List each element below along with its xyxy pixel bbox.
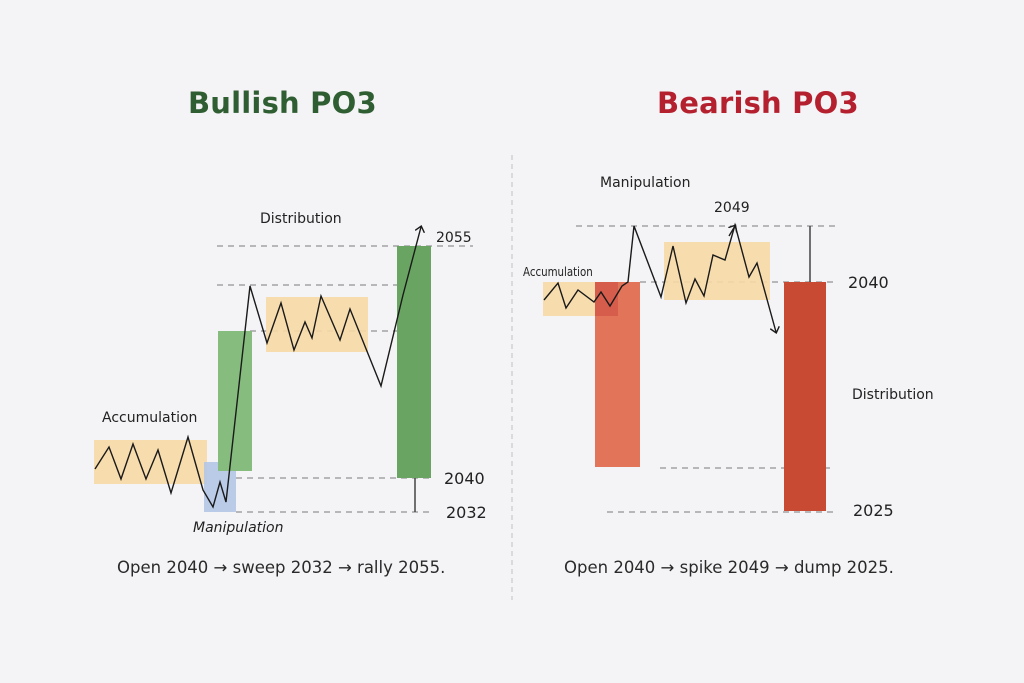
manipulation-zone <box>664 242 770 300</box>
bull-candle-1 <box>218 331 252 471</box>
bear-manipulation-label: Manipulation <box>600 175 690 191</box>
bear-candle-2 <box>784 282 826 511</box>
bearish-panel: Manipulation 2049 Accumulation 2040 Dist… <box>523 175 934 520</box>
bear-level-2049: 2049 <box>714 200 750 216</box>
consolidation-zone <box>266 297 368 352</box>
bull-manipulation-label: Manipulation <box>193 520 283 536</box>
bear-spike-arrow <box>729 226 735 237</box>
bull-level-2032: 2032 <box>446 503 487 522</box>
bear-level-2025: 2025 <box>853 501 894 520</box>
bull-level-2055: 2055 <box>436 230 472 246</box>
bear-level-2040: 2040 <box>848 273 889 292</box>
bull-candle-2 <box>397 246 431 478</box>
bullish-caption: Open 2040 → sweep 2032 → rally 2055. <box>117 558 446 577</box>
bear-accumulation-label: Accumulation <box>523 264 593 279</box>
bull-accumulation-label: Accumulation <box>102 410 197 426</box>
bear-price-path <box>543 222 776 332</box>
bearish-title: Bearish PO3 <box>657 86 859 120</box>
bear-candle-1-overlap <box>595 282 618 316</box>
bearish-caption: Open 2040 → spike 2049 → dump 2025. <box>564 558 894 577</box>
accumulation-zone <box>94 440 207 484</box>
bullish-panel: Distribution Accumulation Manipulation 2… <box>94 211 487 536</box>
bullish-title: Bullish PO3 <box>188 86 377 120</box>
bull-level-2040: 2040 <box>444 469 485 488</box>
bull-price-path <box>94 227 421 509</box>
bull-distribution-label: Distribution <box>260 211 342 227</box>
bear-distribution-label: Distribution <box>852 387 934 403</box>
